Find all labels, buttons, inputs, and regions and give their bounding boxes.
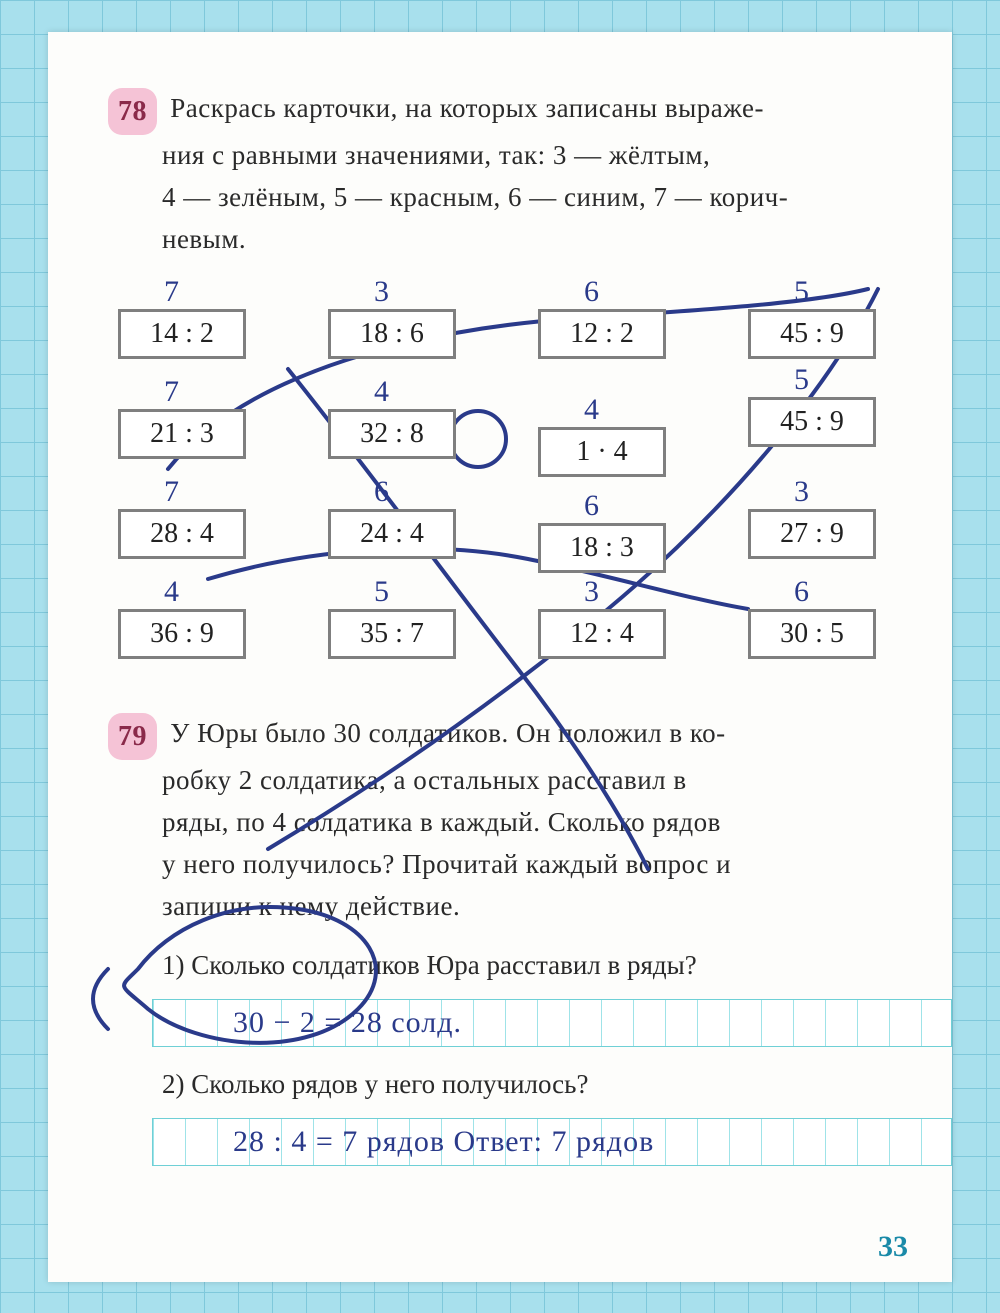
exercise-number-79: 79 <box>108 713 157 760</box>
handwritten-answer: 6 <box>584 275 599 309</box>
ex78-line3: 4 — зелёным, 5 — красным, 6 — синим, 7 —… <box>162 177 892 219</box>
expression-card: 18 : 6 <box>328 309 456 359</box>
handwritten-answer: 5 <box>794 275 809 309</box>
ex79-answer-1: 30 − 2 = 28 солд. <box>152 999 952 1047</box>
ex79-question-1: 1) Сколько солдатиков Юра расставил в ря… <box>162 950 892 981</box>
ex79-line3: ряды, по 4 солдатика в каждый. Сколько р… <box>162 802 892 844</box>
handwritten-answer: 4 <box>584 393 599 427</box>
handwritten-answer: 3 <box>374 275 389 309</box>
exercise-number-78: 78 <box>108 88 157 135</box>
workbook-page: 78 Раскрась карточки, на которых записан… <box>48 32 952 1282</box>
handwritten-answer: 6 <box>584 489 599 523</box>
ex78-line2: ния с равными значениями, так: 3 — жёлты… <box>162 135 892 177</box>
expression-card: 36 : 9 <box>118 609 246 659</box>
ex78-line4: невым. <box>162 219 892 261</box>
expression-card: 27 : 9 <box>748 509 876 559</box>
expression-card: 18 : 3 <box>538 523 666 573</box>
handwritten-answer: 7 <box>164 375 179 409</box>
expression-card: 1 · 4 <box>538 427 666 477</box>
ex79-line5: запиши к нему действие. <box>162 886 892 928</box>
expression-card: 24 : 4 <box>328 509 456 559</box>
ex79-line4: у него получилось? Прочитай каждый вопро… <box>162 844 892 886</box>
exercise-79-prompt: 79 У Юры было 30 солдатиков. Он положил … <box>108 713 892 760</box>
ex79-line2: робку 2 солдатика, а остальных расставил… <box>162 760 892 802</box>
handwritten-answer: 4 <box>374 375 389 409</box>
handwritten-answer: 6 <box>794 575 809 609</box>
handwritten-answer: 3 <box>794 475 809 509</box>
exercise-79: 79 У Юры было 30 солдатиков. Он положил … <box>108 713 892 1166</box>
handwritten-answer: 5 <box>794 363 809 397</box>
handwritten-answer: 7 <box>164 475 179 509</box>
handwritten-answer: 3 <box>584 575 599 609</box>
handwritten-answer: 6 <box>374 475 389 509</box>
expression-card: 12 : 2 <box>538 309 666 359</box>
ex79-line1: У Юры было 30 солдатиков. Он положил в к… <box>170 718 725 748</box>
handwritten-answer: 7 <box>164 275 179 309</box>
expression-card: 45 : 9 <box>748 309 876 359</box>
exercise-78: 78 Раскрась карточки, на которых записан… <box>108 88 892 679</box>
expression-card: 28 : 4 <box>118 509 246 559</box>
ex78-line1: Раскрась карточки, на которых записаны в… <box>170 93 764 123</box>
ex79-question-2: 2) Сколько рядов у него получилось? <box>162 1069 892 1100</box>
expression-card: 14 : 2 <box>118 309 246 359</box>
expression-card: 32 : 8 <box>328 409 456 459</box>
expression-card: 30 : 5 <box>748 609 876 659</box>
expression-card: 21 : 3 <box>118 409 246 459</box>
handwritten-answer: 4 <box>164 575 179 609</box>
exercise-78-prompt: 78 Раскрась карточки, на которых записан… <box>108 88 892 135</box>
expression-card: 35 : 7 <box>328 609 456 659</box>
page-number: 33 <box>878 1230 908 1264</box>
cards-area: 14 : 2718 : 6312 : 2645 : 9521 : 3732 : … <box>88 279 892 679</box>
handwritten-answer: 5 <box>374 575 389 609</box>
expression-card: 45 : 9 <box>748 397 876 447</box>
expression-card: 12 : 4 <box>538 609 666 659</box>
ex79-answer-2: 28 : 4 = 7 рядов Ответ: 7 рядов <box>152 1118 952 1166</box>
